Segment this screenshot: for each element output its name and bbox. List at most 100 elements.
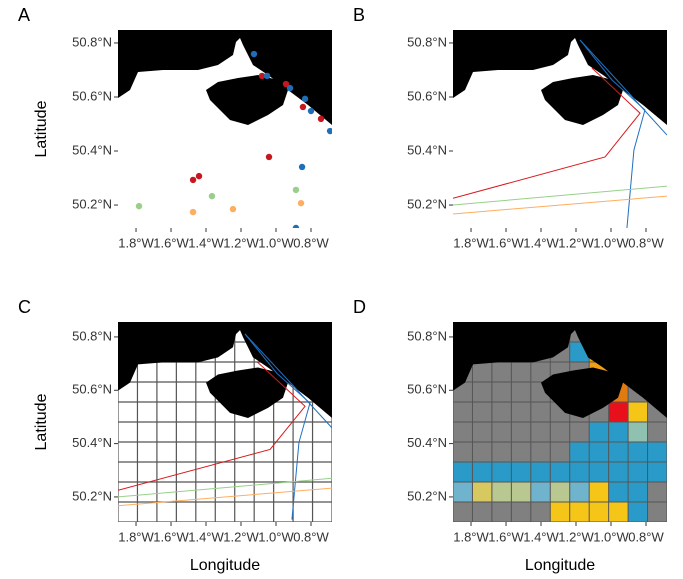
cell: [569, 462, 590, 482]
cell: [589, 482, 609, 502]
cell: [550, 462, 570, 482]
panel: B 50.8°N 50.6°N 50.4°N 50.2°N 1.8°W 1.6°W 1.4°W…: [353, 5, 667, 250]
y-tick-label: 50.4°N: [407, 142, 447, 157]
y-tick-label: 50.8°N: [407, 328, 447, 343]
cell: [628, 482, 648, 502]
x-tick-label: 1.0°W: [258, 529, 294, 544]
x-tick-label: 1.2°W: [558, 529, 594, 544]
y-tick-label: 50.2°N: [72, 488, 112, 503]
point: [301, 95, 309, 103]
point: [189, 208, 197, 216]
plot-area: [453, 322, 667, 522]
x-tick-label: 1.8°W: [453, 529, 489, 544]
track-line: [244, 333, 332, 429]
cell: [647, 462, 667, 482]
cell: [511, 482, 531, 502]
cell: [530, 482, 551, 502]
cell: [569, 442, 590, 462]
point: [265, 153, 273, 161]
track-line: [244, 333, 311, 520]
cell: [628, 462, 648, 482]
panel-label: C: [18, 297, 31, 317]
y-tick-label: 50.8°N: [72, 328, 112, 343]
panel: C 50.8°N 50.6°N 50.4°N 50.2°N 1.8°W 1.6°W 1.4°W…: [18, 297, 332, 574]
point: [286, 84, 294, 92]
y-tick-label: 50.2°N: [72, 196, 112, 211]
x-axis-title: Longitude: [525, 557, 595, 574]
cell: [589, 422, 609, 442]
y-tick-label: 50.6°N: [72, 382, 112, 397]
point: [297, 199, 305, 207]
cell: [453, 462, 473, 482]
point: [258, 72, 266, 80]
x-tick-label: 1.6°W: [153, 235, 189, 250]
x-tick-label: 1.4°W: [523, 235, 559, 250]
y-tick-label: 50.2°N: [407, 488, 447, 503]
cell: [608, 442, 629, 462]
y-axis-title: Latitude: [33, 100, 50, 157]
cell: [530, 462, 551, 482]
y-tick-label: 50.8°N: [407, 34, 447, 49]
point: [307, 107, 315, 115]
x-tick-label: 1.2°W: [558, 235, 594, 250]
y-tick-label: 50.4°N: [72, 142, 112, 157]
point: [250, 50, 258, 58]
x-tick-label: 1.6°W: [488, 235, 524, 250]
x-tick-label: 0.8°W: [293, 529, 329, 544]
y-axis-title: Latitude: [33, 393, 50, 450]
x-tick-label: 1.8°W: [118, 529, 154, 544]
cell: [628, 402, 648, 422]
cell: [608, 402, 629, 422]
x-tick-label: 1.6°W: [153, 529, 189, 544]
cell: [491, 462, 512, 482]
x-tick-label: 1.0°W: [593, 529, 629, 544]
point: [135, 202, 143, 210]
panel: D 50.8°N 50.6°N 50.4°N 50.2°N 1.8°W 1.6°W 1.4°W…: [353, 297, 667, 574]
x-tick-label: 1.8°W: [453, 235, 489, 250]
cell: [628, 502, 648, 522]
x-tick-label: 1.0°W: [593, 235, 629, 250]
cell: [647, 442, 667, 462]
cell: [608, 462, 629, 482]
x-tick-label: 1.0°W: [258, 235, 294, 250]
track-line: [579, 39, 667, 136]
track-line: [118, 487, 332, 507]
cell: [628, 422, 648, 442]
x-tick-label: 1.6°W: [488, 529, 524, 544]
point: [208, 192, 216, 200]
cell: [472, 482, 492, 502]
y-tick-label: 50.6°N: [407, 382, 447, 397]
point: [299, 103, 307, 111]
point: [292, 186, 300, 194]
track-line: [118, 477, 332, 498]
x-tick-label: 1.4°W: [188, 235, 224, 250]
cell: [589, 462, 609, 482]
x-tick-label: 0.8°W: [628, 235, 664, 250]
x-tick-label: 1.2°W: [223, 235, 259, 250]
y-tick-label: 50.8°N: [72, 34, 112, 49]
cell: [569, 502, 590, 522]
cell: [608, 502, 629, 522]
cell: [472, 462, 492, 482]
track-line: [453, 195, 667, 215]
cell: [628, 442, 648, 462]
x-tick-label: 1.8°W: [118, 235, 154, 250]
point: [189, 176, 197, 184]
plot-area: [118, 322, 332, 522]
x-tick-label: 1.2°W: [223, 529, 259, 544]
track-line: [453, 185, 667, 206]
plot-area: [118, 30, 332, 228]
point: [282, 80, 290, 88]
panel-label: A: [18, 5, 30, 25]
y-tick-label: 50.4°N: [407, 435, 447, 450]
cell: [550, 482, 570, 502]
track-line: [118, 361, 306, 491]
panel: A 50.8°N 50.6°N 50.4°N 50.2°N 1.8°W 1.6°W 1.4°W…: [18, 5, 332, 250]
point: [229, 205, 237, 213]
cell: [589, 502, 609, 522]
point: [263, 72, 271, 80]
point: [317, 115, 325, 123]
point: [298, 163, 306, 171]
x-tick-label: 1.4°W: [188, 529, 224, 544]
x-tick-label: 1.4°W: [523, 529, 559, 544]
